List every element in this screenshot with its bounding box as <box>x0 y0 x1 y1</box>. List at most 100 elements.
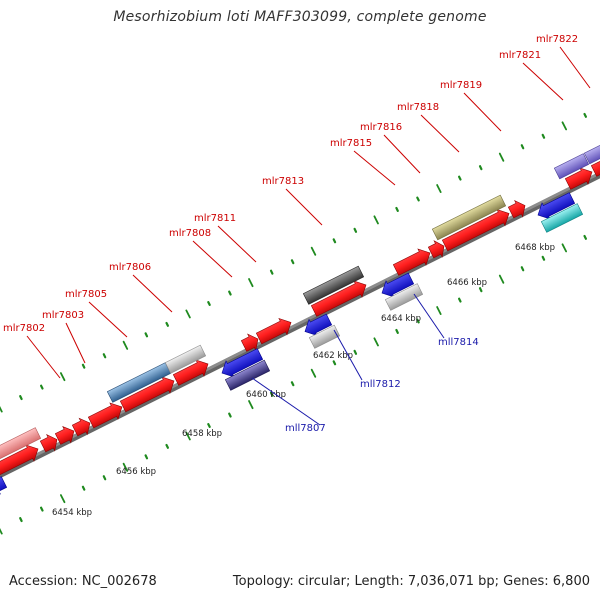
forward-gene-arrow[interactable] <box>310 277 370 319</box>
minor-tick <box>541 255 546 261</box>
minor-tick <box>165 443 169 449</box>
major-tick <box>561 243 567 253</box>
forward-gene-label[interactable]: mlr7816 <box>360 122 402 133</box>
reverse-gene-label[interactable]: mll7812 <box>360 379 401 390</box>
forward-gene-arrow[interactable] <box>0 427 42 463</box>
minor-tick <box>228 290 232 296</box>
label-leader <box>420 114 460 153</box>
forward-gene-label[interactable]: mlr7819 <box>440 80 482 91</box>
forward-gene-arrow[interactable] <box>39 431 61 454</box>
forward-gene-arrow[interactable] <box>87 399 126 431</box>
ruler-label: 6462 kbp <box>313 351 353 361</box>
gene-shape <box>0 427 42 463</box>
forward-gene-label[interactable]: mlr7821 <box>499 50 541 61</box>
gene-shape <box>119 376 175 413</box>
major-tick <box>373 337 379 347</box>
forward-gene-label[interactable]: mlr7803 <box>42 310 84 321</box>
forward-gene-arrow[interactable] <box>427 238 448 261</box>
gene-shape <box>71 417 91 437</box>
gene-shape <box>164 344 207 374</box>
forward-gene-arrow[interactable] <box>507 197 529 220</box>
accession-label: Accession: NC_002678 <box>9 574 157 589</box>
minor-tick <box>458 297 462 303</box>
reverse-gene-arrow[interactable] <box>540 203 584 233</box>
gene-shape <box>172 359 209 386</box>
minor-tick <box>520 266 525 272</box>
forward-gene-label[interactable]: mlr7813 <box>262 176 304 187</box>
forward-gene-arrow[interactable] <box>54 423 78 447</box>
minor-tick <box>416 318 420 324</box>
forward-gene-arrow[interactable] <box>164 344 207 374</box>
reverse-gene-arrow[interactable] <box>301 311 333 339</box>
gene-shape <box>384 283 424 311</box>
gene-shape <box>0 444 39 479</box>
forward-gene-arrow[interactable] <box>431 194 507 241</box>
forward-gene-label[interactable]: mlr7818 <box>397 102 439 113</box>
major-tick <box>60 494 66 504</box>
forward-gene-label[interactable]: mlr7805 <box>65 289 107 300</box>
gene-shape <box>441 208 510 252</box>
forward-gene-arrow[interactable] <box>564 164 596 192</box>
gene-shape <box>507 199 526 219</box>
kbp-ruler <box>0 112 588 535</box>
major-tick <box>498 152 505 162</box>
reverse-gene-arrow[interactable] <box>384 283 424 311</box>
gene-shape <box>224 359 271 391</box>
label-leader <box>559 46 591 89</box>
ruler-label: 6460 kbp <box>246 390 286 400</box>
forward-gene-label[interactable]: mlr7808 <box>169 228 211 239</box>
major-tick <box>122 340 129 350</box>
gene-shape <box>39 433 58 453</box>
forward-gene-label[interactable]: mlr7811 <box>194 213 236 224</box>
forward-gene-arrow[interactable] <box>392 245 434 278</box>
gene-shape <box>308 324 341 349</box>
forward-gene-arrow[interactable] <box>553 153 590 180</box>
gene-shape <box>304 313 333 337</box>
map-title: Mesorhizobium loti MAFF303099, complete … <box>113 9 487 25</box>
minor-tick <box>81 485 86 491</box>
forward-gene-arrow[interactable] <box>240 331 262 354</box>
forward-gene-arrow[interactable] <box>71 415 94 439</box>
forward-gene-arrow[interactable] <box>302 265 365 305</box>
label-leader <box>353 150 396 186</box>
gene-shape <box>0 476 8 495</box>
forward-gene-arrow[interactable] <box>441 205 513 253</box>
forward-gene-arrow[interactable] <box>590 154 600 179</box>
minor-tick <box>353 349 358 355</box>
major-tick <box>0 405 3 413</box>
forward-gene-label[interactable]: mlr7806 <box>109 262 151 273</box>
reverse-gene-arrow[interactable] <box>378 270 415 301</box>
reverse-gene-arrow[interactable] <box>0 474 8 497</box>
gene-shape <box>221 348 264 378</box>
forward-gene-label[interactable]: mlr7822 <box>536 34 578 45</box>
forward-gene-label[interactable]: mlr7802 <box>3 323 45 334</box>
forward-gene-arrow[interactable] <box>255 314 295 346</box>
gene-shape <box>310 280 367 317</box>
forward-gene-arrow[interactable] <box>172 356 212 388</box>
major-tick <box>60 372 66 382</box>
reverse-gene-arrow[interactable] <box>308 324 341 349</box>
ruler-label: 6456 kbp <box>116 467 156 477</box>
major-tick <box>0 527 3 535</box>
ruler-label: 6468 kbp <box>515 243 555 253</box>
forward-gene-arrow[interactable] <box>0 441 42 481</box>
label-leader <box>383 134 421 174</box>
forward-gene-label[interactable]: mlr7815 <box>330 138 372 149</box>
minor-tick <box>478 165 483 171</box>
reverse-gene-arrow[interactable] <box>218 346 264 381</box>
lower-tick-rail <box>0 234 588 535</box>
label-leader <box>65 322 86 364</box>
feature-track <box>0 140 600 497</box>
forward-gene-arrow[interactable] <box>119 373 178 415</box>
ruler-label: 6466 kbp <box>447 278 487 288</box>
label-leader <box>132 274 173 313</box>
reverse-gene-label[interactable]: mll7807 <box>285 423 326 434</box>
minor-tick <box>39 384 44 390</box>
label-leader <box>251 377 321 426</box>
reverse-gene-arrow[interactable] <box>224 359 271 391</box>
reverse-gene-label[interactable]: mll7814 <box>438 337 479 348</box>
minor-tick <box>458 175 462 181</box>
gene-shape <box>537 192 576 220</box>
reverse-gene-arrow[interactable] <box>534 190 576 223</box>
